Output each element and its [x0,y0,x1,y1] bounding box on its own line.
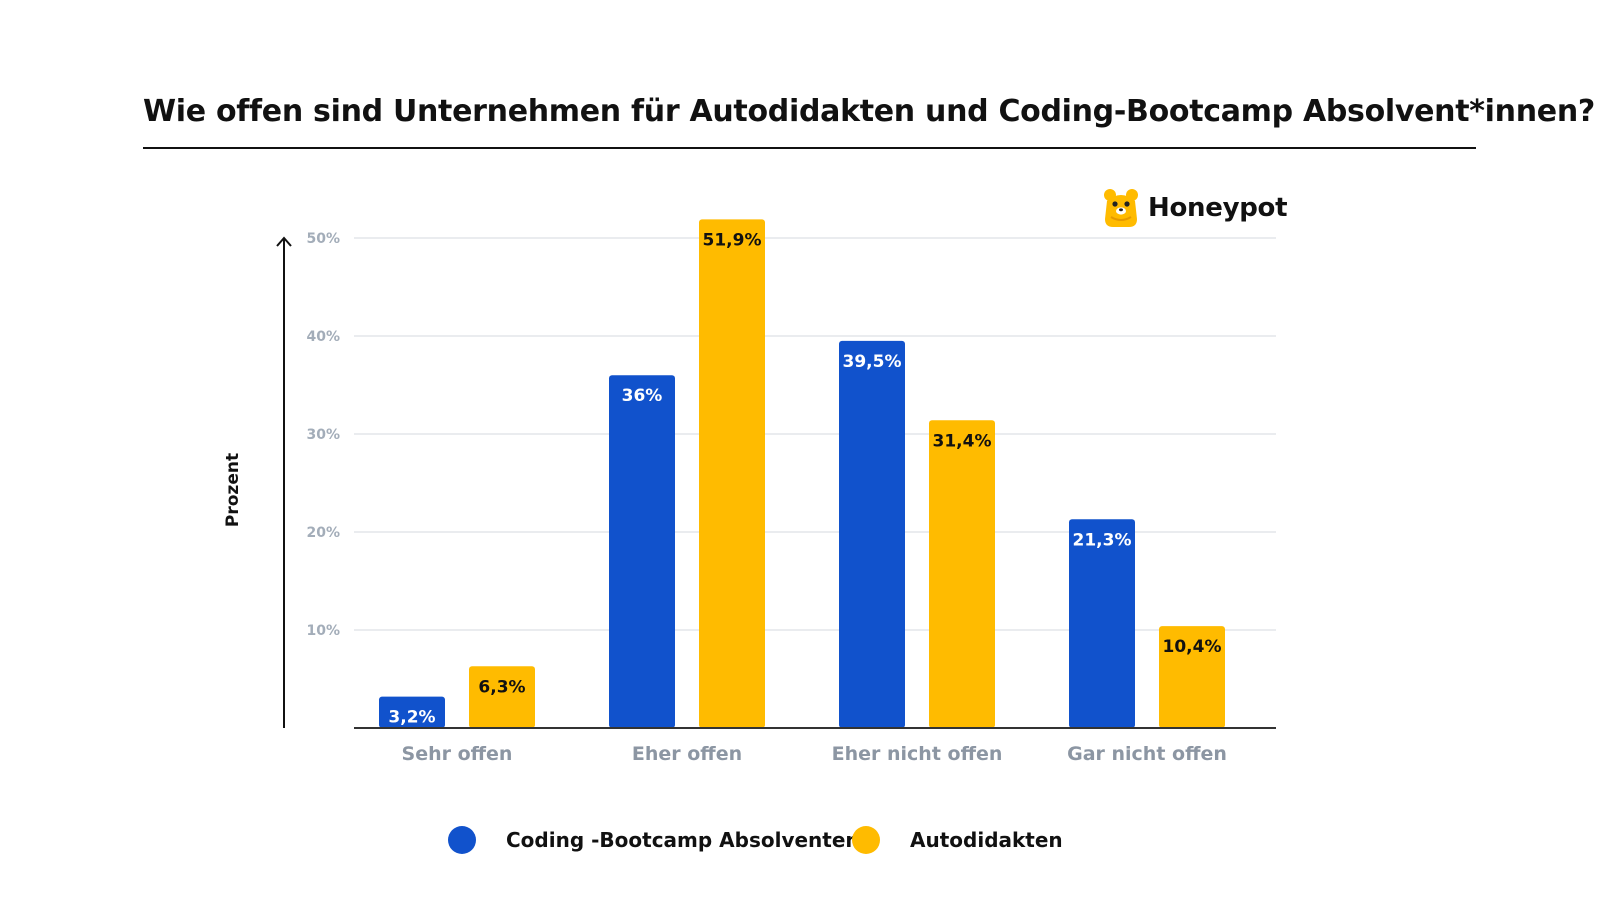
y-tick-label: 10% [306,623,340,639]
legend-label-bootcamp: Coding -Bootcamp Absolventen [506,828,860,852]
bar [609,375,675,728]
y-tick-label: 20% [306,525,340,541]
bar [379,696,445,728]
bar-value-label: 36% [622,386,663,406]
y-axis-arrowhead-icon [276,236,292,247]
brand-name: Honeypot [1148,193,1288,223]
bar-value-label: 51,9% [703,230,762,250]
legend-label-autodidakten: Autodidakten [910,828,1063,852]
bars: 3,2% 6,3% 36% 51,9% 39,5% 31,4% 21,3% 10,4% [379,219,1225,728]
brand-logo: Honeypot [1102,186,1288,230]
chart-title: Wie offen sind Unternehmen für Autodidak… [143,94,1595,129]
bar-value-label: 31,4% [933,431,992,451]
legend-swatch-autodidakten [852,826,880,854]
legend-swatch-bootcamp [448,826,476,854]
bar-value-label: 3,2% [388,708,435,728]
x-tick-label: Eher nicht offen [832,743,1003,765]
y-tick-labels: 10% 20% 30% 40% 50% [306,231,340,639]
bar [469,666,535,728]
bar [1069,519,1135,728]
y-tick-label: 50% [306,231,340,247]
title-divider [143,147,1476,149]
bar-value-label: 21,3% [1073,530,1132,550]
x-tick-label: Sehr offen [402,743,513,765]
gridlines [354,237,1276,631]
x-tick-labels: Sehr offen Eher offen Eher nicht offen Gar … [402,743,1227,765]
x-tick-label: Gar nicht offen [1067,743,1227,765]
bar-value-label: 6,3% [478,677,525,697]
bar-value-label: 39,5% [843,352,902,372]
bar [699,219,765,728]
y-tick-label: 40% [306,329,340,345]
bear-logo-icon [1104,189,1138,227]
bar [1159,626,1225,728]
legend-item-bootcamp: Coding -Bootcamp Absolventen [448,826,860,854]
bar-value-label: 10,4% [1163,637,1222,657]
bar [839,340,905,728]
bar [929,420,995,728]
y-tick-label: 30% [306,427,340,443]
x-tick-label: Eher offen [632,743,742,765]
legend-item-autodidakten: Autodidakten [852,826,1063,854]
